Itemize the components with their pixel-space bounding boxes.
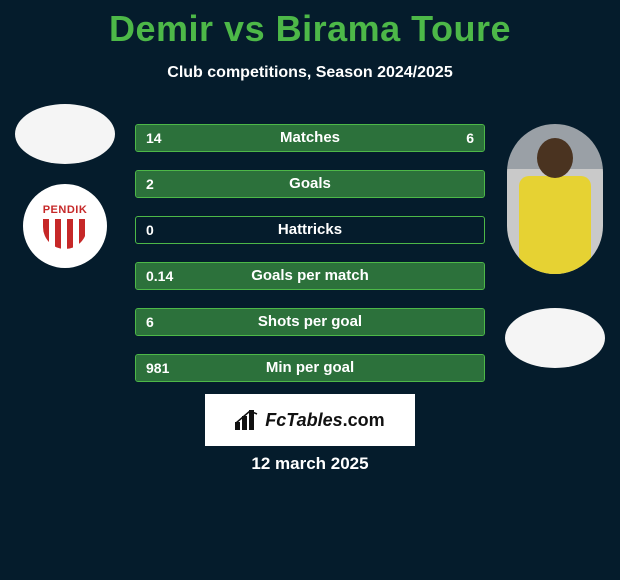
stat-value-left: 2 (146, 171, 154, 197)
stat-row: Goals per match0.14 (135, 262, 485, 290)
stat-value-left: 0 (146, 217, 154, 243)
stat-value-left: 6 (146, 309, 154, 335)
logo-brand: FcTables (265, 410, 342, 430)
logo-domain: .com (343, 410, 385, 430)
stat-row: Goals2 (135, 170, 485, 198)
left-club-badge: PENDIK (23, 184, 107, 268)
stat-label: Hattricks (136, 217, 484, 243)
right-player-column (500, 124, 610, 368)
right-club-silhouette (505, 308, 605, 368)
head (537, 138, 573, 178)
badge-stripes (43, 219, 87, 249)
stat-label: Shots per goal (136, 309, 484, 335)
stat-row: Min per goal981 (135, 354, 485, 382)
stats-container: Matches14 6 Goals2 Hattricks0 Goals per matc… (135, 124, 485, 400)
stat-value-right: 6 (466, 125, 474, 151)
date-text: 12 march 2025 (0, 454, 620, 474)
stat-label: Min per goal (136, 355, 484, 381)
stat-label: Matches (136, 125, 484, 151)
left-player-silhouette (15, 104, 115, 164)
logo-box: FcTables.com (205, 394, 415, 446)
logo-text: FcTables.com (265, 410, 384, 431)
subtitle: Club competitions, Season 2024/2025 (0, 64, 620, 82)
page-title: Demir vs Birama Toure (0, 0, 620, 50)
stat-label: Goals per match (136, 263, 484, 289)
jersey (519, 176, 591, 274)
stat-value-left: 981 (146, 355, 169, 381)
stat-label: Goals (136, 171, 484, 197)
logo-icon (235, 410, 259, 430)
badge-text: PENDIK (43, 204, 88, 216)
left-player-column: PENDIK (10, 104, 120, 268)
right-player-photo (507, 124, 603, 274)
stat-value-left: 0.14 (146, 263, 173, 289)
stat-row: Matches14 6 (135, 124, 485, 152)
stat-value-left: 14 (146, 125, 162, 151)
stat-row: Hattricks0 (135, 216, 485, 244)
stat-row: Shots per goal6 (135, 308, 485, 336)
